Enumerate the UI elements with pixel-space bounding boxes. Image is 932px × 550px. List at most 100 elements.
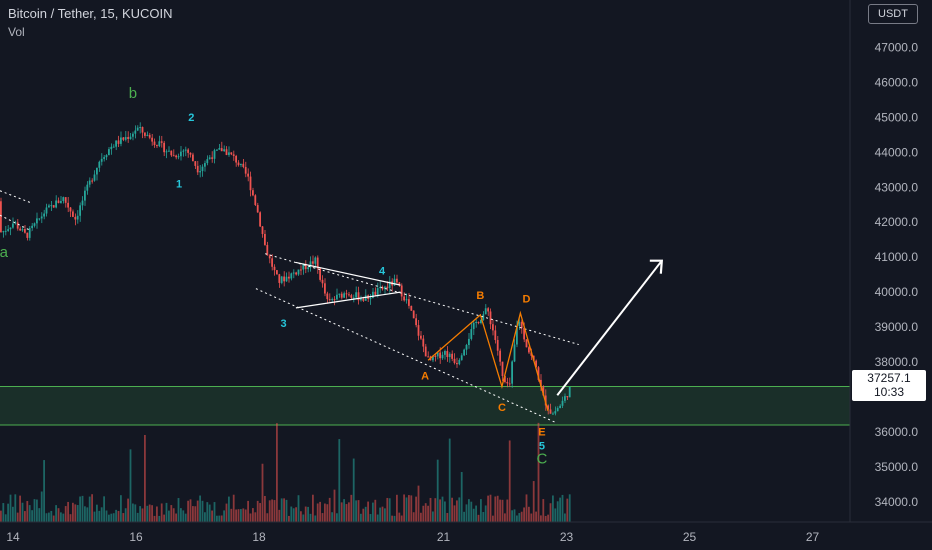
candle-body (352, 297, 355, 299)
candle-body (302, 263, 305, 270)
volume-bar (180, 508, 182, 522)
candle-body (372, 291, 374, 299)
support-zone (0, 385, 850, 426)
volume-bar (127, 498, 129, 522)
volume-bar (129, 449, 132, 522)
candle-body (283, 276, 285, 282)
candle-body (432, 355, 434, 361)
volume-bar (12, 506, 14, 522)
candle-body (388, 281, 391, 288)
volume-bar (124, 508, 127, 522)
volume-bar (151, 505, 153, 522)
volume-bar (192, 506, 194, 522)
volume-bar (153, 515, 156, 522)
candle-body (108, 149, 110, 156)
candle-body (465, 344, 468, 350)
volume-bar (393, 515, 396, 522)
candle-body (508, 383, 511, 385)
candle-body (386, 286, 389, 288)
candle-body (165, 151, 168, 153)
candle-body (28, 228, 31, 238)
price-tick-label: 44000.0 (875, 145, 919, 159)
candle-body (278, 274, 281, 283)
volume-bar (266, 513, 269, 522)
candle-body (103, 157, 105, 159)
volume-bar (28, 505, 31, 522)
candle-body (33, 223, 36, 226)
candle-body (146, 134, 149, 136)
volume-bar (532, 481, 535, 522)
candle-body (415, 318, 417, 326)
candle-body (535, 360, 537, 368)
candle-body (153, 141, 156, 146)
volume-bar (482, 512, 485, 522)
candle-body (268, 255, 271, 259)
volume-bar (81, 495, 84, 522)
volume-bar (216, 515, 218, 522)
volume-bar (288, 515, 290, 522)
volume-bar (516, 515, 518, 522)
volume-bar (64, 506, 67, 522)
volume-bar (381, 506, 384, 522)
volume-bar (324, 503, 326, 522)
volume-bar (86, 507, 89, 522)
volume-bar (204, 512, 206, 522)
volume-bar (182, 510, 185, 522)
candle-body (117, 140, 120, 144)
volume-indicator-label[interactable]: Vol (8, 25, 25, 39)
volume-bar (259, 503, 261, 522)
time-tick-label: 27 (806, 530, 820, 544)
volume-bar (504, 513, 506, 522)
volume-bar (424, 503, 427, 522)
volume-bar (477, 514, 480, 522)
volume-bar (513, 509, 516, 522)
candle-body (319, 268, 321, 280)
wave-label: A (421, 371, 429, 383)
volume-bar (148, 504, 151, 522)
candle-body (141, 127, 144, 133)
candle-body (12, 223, 14, 228)
volume-bar (340, 502, 343, 522)
candle-body (460, 355, 463, 360)
currency-badge[interactable]: USDT (868, 4, 918, 24)
candle-body (187, 149, 189, 153)
candle-body (374, 291, 377, 295)
candle-body (240, 163, 242, 166)
volume-bar (508, 440, 511, 522)
volume-bar (408, 495, 410, 522)
candle-body (501, 361, 504, 377)
volume-bar (403, 494, 405, 522)
channel-upper-line (265, 253, 579, 346)
price-tick-label: 45000.0 (875, 110, 919, 124)
candle-body (492, 324, 494, 331)
volume-bar (240, 509, 242, 522)
symbol-title[interactable]: Bitcoin / Tether, 15, KUCOIN (8, 6, 173, 21)
volume-bar (4, 514, 7, 522)
candle-body (252, 190, 254, 196)
volume-bar (333, 489, 336, 522)
candle-body (228, 152, 230, 155)
candle-body (134, 130, 137, 134)
candle-body (244, 166, 247, 174)
volume-bar (372, 502, 374, 522)
candle-body (144, 132, 146, 136)
volume-bar (388, 498, 391, 522)
support-zone-fill (0, 386, 850, 425)
candle-body (139, 127, 141, 129)
volume-bar (218, 515, 221, 522)
candle-body (225, 149, 228, 155)
volume-bar (38, 508, 41, 522)
candle-body (285, 276, 288, 282)
volume-bar (451, 497, 453, 522)
volume-bar (88, 496, 91, 522)
candle-body (482, 314, 485, 320)
candle-body (38, 218, 41, 220)
volume-bar (554, 508, 557, 522)
volume-bar (208, 504, 211, 522)
candle-body (477, 322, 480, 324)
volume-bar (537, 422, 540, 522)
candle-body (448, 353, 451, 358)
candle-body (223, 149, 225, 152)
